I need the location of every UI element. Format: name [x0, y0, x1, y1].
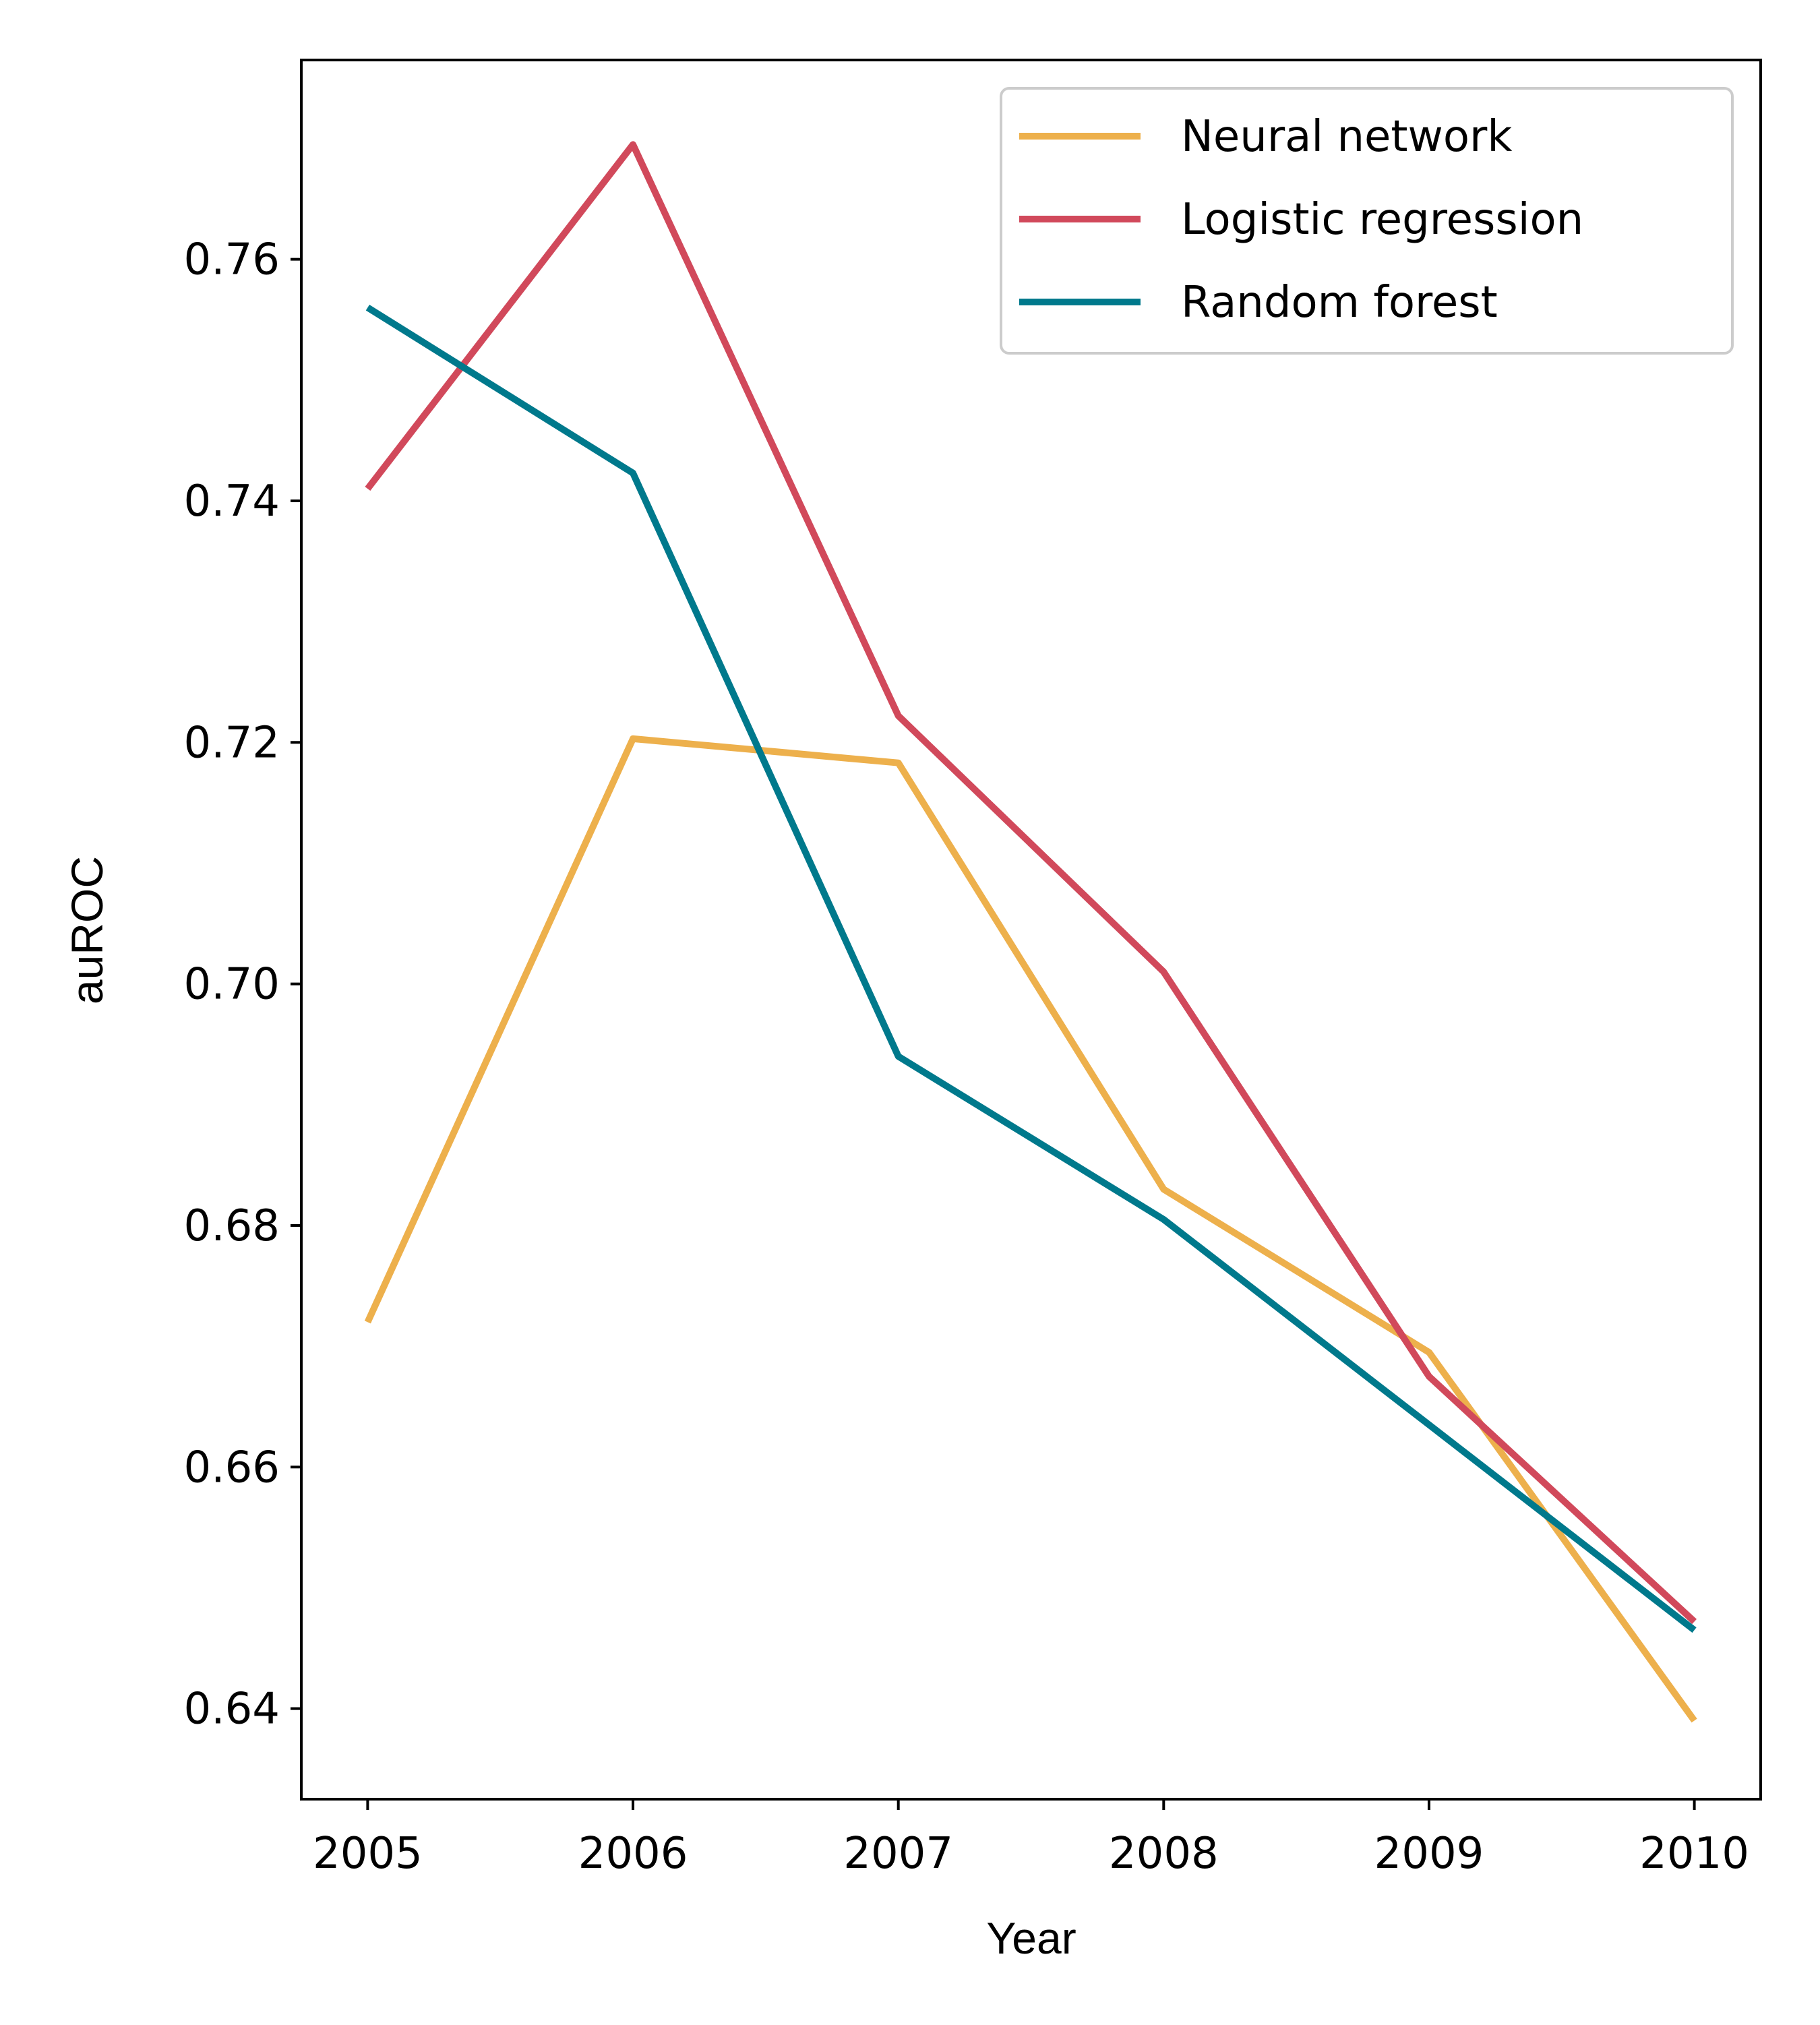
- series-lines: [364, 141, 1697, 1723]
- y-tick-label: 0.66: [184, 1443, 280, 1492]
- y-axis-title: auROC: [62, 856, 112, 1004]
- series-line-neural-network: [364, 735, 1697, 1723]
- legend-box: [1000, 87, 1734, 355]
- y-tick-label: 0.74: [184, 477, 280, 526]
- x-axis-title: Year: [986, 1913, 1076, 1963]
- x-tick-label: 2008: [1109, 1829, 1219, 1879]
- y-tick-label: 0.70: [184, 960, 280, 1010]
- y-tick-label: 0.76: [184, 235, 280, 285]
- x-tick-label: 2006: [578, 1829, 688, 1879]
- y-tick-label: 0.68: [184, 1201, 280, 1251]
- x-tick-label: 2005: [313, 1829, 423, 1879]
- series-line-random-forest: [365, 305, 1697, 1633]
- x-tick-label: 2009: [1374, 1829, 1484, 1879]
- legend-label: Neural network: [1181, 112, 1512, 162]
- legend-label: Logistic regression: [1181, 195, 1583, 245]
- plot-area-frame: [300, 59, 1762, 1801]
- y-axis-ticks: 0.64 0.66 0.68 0.70 0.72 0.74 0.76: [184, 235, 301, 1734]
- legend-label: Random forest: [1181, 278, 1498, 328]
- legend: Neural network Logistic regression Random …: [1000, 87, 1734, 355]
- x-tick-label: 2010: [1639, 1829, 1749, 1879]
- series-line-logistic-regression: [365, 141, 1697, 1625]
- x-tick-label: 2007: [843, 1829, 953, 1879]
- x-axis-ticks: 2005 2006 2007 2008 2009 2010: [313, 1799, 1749, 1879]
- y-tick-label: 0.64: [184, 1685, 280, 1734]
- y-tick-label: 0.72: [184, 718, 280, 768]
